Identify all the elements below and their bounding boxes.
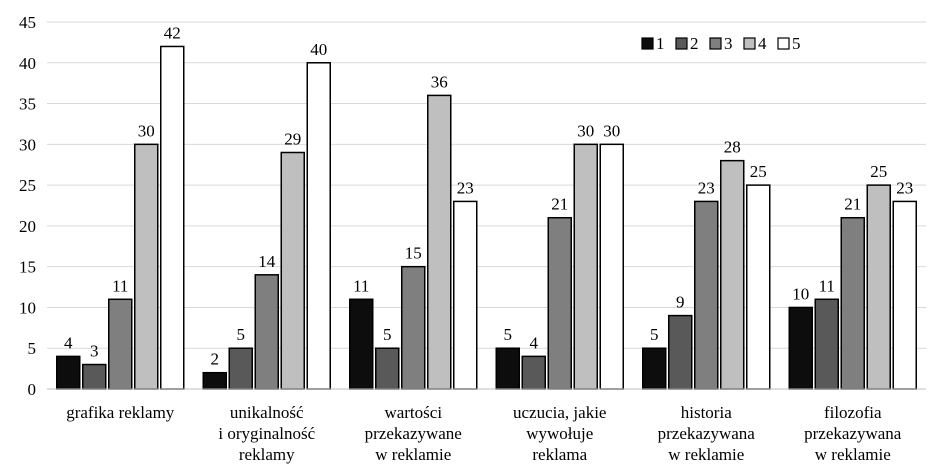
data-label: 5: [383, 325, 392, 344]
y-axis: 0 5 10 15 20 25 30 35 40 45: [19, 13, 36, 399]
bar-series-5: [746, 184, 771, 390]
bar-series-2: [521, 355, 546, 390]
bar-series-3: [108, 298, 133, 390]
data-label: 23: [698, 178, 715, 197]
x-tick-label: filozofia przekazywana w reklamie: [804, 403, 902, 464]
data-label: 23: [457, 178, 474, 197]
legend-label: 4: [758, 34, 767, 53]
data-label: 11: [353, 276, 369, 295]
legend-swatch: [641, 37, 654, 50]
bar-series-2: [228, 347, 253, 390]
x-axis: grafika reklamy unikalność i oryginalność r…: [47, 388, 926, 464]
bar-series-5: [160, 45, 185, 390]
legend: 1 2 3 4 5: [641, 34, 801, 53]
y-tick-label: 10: [19, 298, 36, 317]
bar-series-2: [82, 363, 107, 390]
gridlines: [47, 21, 926, 349]
legend-label: 1: [656, 34, 665, 53]
y-tick-label: 25: [19, 176, 36, 195]
bar-series-2: [814, 298, 839, 390]
y-tick-label: 5: [28, 339, 37, 358]
bar-series-4: [720, 159, 745, 390]
data-label: 30: [603, 121, 620, 140]
data-label: 11: [819, 276, 835, 295]
data-label: 42: [164, 23, 181, 42]
data-label: 15: [405, 244, 422, 263]
data-label: 5: [650, 325, 659, 344]
bar-series-3: [840, 216, 865, 390]
x-tick-label: uczucia, jakie wywołuje reklama: [513, 403, 606, 464]
data-label: 30: [138, 121, 155, 140]
data-label: 30: [577, 121, 594, 140]
bar-series-5: [453, 200, 478, 390]
x-tick-label: wartości przekazywane w reklamie: [365, 403, 462, 464]
data-label: 36: [431, 72, 448, 91]
bar-series-1: [788, 306, 813, 390]
data-label: 28: [724, 138, 741, 157]
data-label: 21: [551, 195, 568, 214]
data-label: 9: [676, 293, 685, 312]
data-label: 3: [90, 342, 99, 361]
bar-series-4: [866, 184, 891, 390]
legend-label: 2: [690, 34, 699, 53]
bar-series-3: [254, 274, 279, 390]
y-tick-label: 15: [19, 258, 36, 277]
legend-swatch: [709, 37, 722, 50]
bar-series-5: [599, 143, 624, 390]
bar-series-5: [306, 62, 331, 390]
bar-series-4: [427, 94, 452, 390]
y-tick-label: 0: [28, 380, 37, 399]
y-tick-label: 30: [19, 135, 36, 154]
data-label: 4: [530, 333, 539, 352]
bars: [56, 45, 917, 390]
data-label: 14: [258, 252, 276, 271]
bar-series-3: [694, 200, 719, 390]
legend-swatch: [743, 37, 756, 50]
legend-swatch: [675, 37, 688, 50]
data-label: 25: [870, 162, 887, 181]
x-tick-label: grafika reklamy: [66, 403, 175, 422]
data-label: 25: [750, 162, 767, 181]
bar-series-4: [573, 143, 598, 390]
data-label: 5: [237, 325, 246, 344]
data-label: 23: [896, 178, 913, 197]
bar-series-1: [495, 347, 520, 390]
data-label: 4: [64, 333, 73, 352]
legend-swatch: [777, 37, 790, 50]
bar-series-1: [202, 371, 227, 390]
legend-label: 5: [792, 34, 801, 53]
data-label: 5: [504, 325, 513, 344]
data-label: 11: [112, 276, 128, 295]
bar-series-3: [547, 216, 572, 390]
bar-series-1: [56, 355, 81, 390]
x-tick-label: historia przekazywana w reklamie: [658, 403, 756, 464]
bar-series-1: [642, 347, 667, 390]
data-label: 40: [310, 40, 327, 59]
bar-series-3: [401, 265, 426, 390]
data-label: 2: [211, 350, 220, 369]
y-tick-label: 20: [19, 217, 36, 236]
bar-series-4: [134, 143, 159, 390]
bar-series-1: [349, 298, 374, 390]
legend-label: 3: [724, 34, 733, 53]
data-label: 10: [792, 284, 809, 303]
bar-series-2: [668, 314, 693, 390]
x-tick-label: unikalność i oryginalność reklamy: [218, 403, 315, 464]
bar-series-5: [892, 200, 917, 390]
y-tick-label: 40: [19, 54, 36, 73]
y-tick-label: 45: [19, 13, 36, 32]
data-label: 29: [284, 129, 301, 148]
bar-series-2: [375, 347, 400, 390]
y-tick-label: 35: [19, 95, 36, 114]
data-label: 21: [844, 195, 861, 214]
bar-series-4: [280, 151, 305, 390]
